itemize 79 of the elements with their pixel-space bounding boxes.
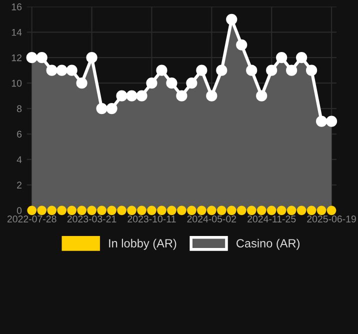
point (236, 206, 246, 216)
x-tick-label: 2023-03-21 (67, 216, 116, 222)
point (96, 102, 108, 114)
point (226, 14, 238, 25)
y-tick-label: 0 (16, 207, 22, 214)
point (236, 39, 248, 50)
legend-label: Casino (AR) (236, 238, 300, 250)
point (26, 52, 38, 64)
point (226, 206, 236, 216)
y-tick-label: 10 (12, 80, 22, 87)
point (106, 102, 118, 114)
point (296, 206, 306, 216)
point (37, 206, 46, 216)
point (77, 206, 86, 216)
x-tick-label: 2024-11-25 (248, 216, 296, 222)
point (136, 90, 148, 102)
point (56, 64, 68, 76)
y-tick-label: 12 (12, 54, 22, 62)
point (166, 78, 178, 89)
point (116, 90, 128, 102)
point (246, 64, 258, 76)
point (256, 206, 266, 216)
point (107, 206, 116, 216)
point (266, 206, 276, 216)
point (316, 206, 326, 216)
point (296, 52, 308, 64)
point (86, 52, 98, 64)
point (147, 206, 156, 216)
point (326, 116, 338, 127)
y-tick-label: 14 (12, 28, 22, 36)
point (326, 206, 336, 216)
point (286, 206, 296, 216)
legend-label: In lobby (AR) (109, 238, 176, 250)
x-tick-label: 2023-10-11 (128, 216, 176, 222)
point (137, 206, 146, 216)
point (206, 206, 216, 216)
point (176, 90, 188, 102)
y-tick-label: 16 (12, 3, 22, 10)
point (57, 206, 66, 216)
point (187, 206, 196, 216)
point (206, 90, 218, 102)
point (167, 206, 176, 216)
x-tick-label: 2022-07-28 (7, 216, 56, 222)
point (66, 64, 78, 76)
point (196, 64, 208, 76)
point (146, 78, 158, 89)
point (47, 206, 56, 216)
point (276, 206, 286, 216)
point (286, 64, 298, 76)
point (276, 52, 288, 64)
point (97, 206, 106, 216)
point (157, 206, 166, 216)
point (197, 206, 206, 216)
point (76, 78, 88, 89)
point (36, 52, 48, 64)
y-tick-label: 2 (17, 182, 22, 188)
point (127, 206, 136, 216)
y-tick-label: 6 (17, 130, 22, 138)
point (46, 64, 58, 76)
x-tick-label: 2025-06-19 (307, 216, 356, 222)
point (156, 64, 168, 76)
point (306, 64, 318, 76)
point (117, 206, 126, 216)
point (177, 206, 186, 216)
point (246, 206, 256, 216)
point (266, 64, 278, 76)
point (316, 116, 328, 127)
point (306, 206, 316, 216)
point (216, 64, 228, 76)
point (186, 78, 198, 89)
y-tick-label: 8 (17, 105, 22, 112)
point (256, 90, 268, 102)
point (87, 206, 96, 216)
point (27, 206, 37, 216)
point (126, 90, 138, 102)
point (67, 206, 76, 216)
y-tick-label: 4 (16, 156, 22, 164)
point (216, 206, 226, 216)
x-tick-label: 2024-05-02 (187, 216, 236, 222)
